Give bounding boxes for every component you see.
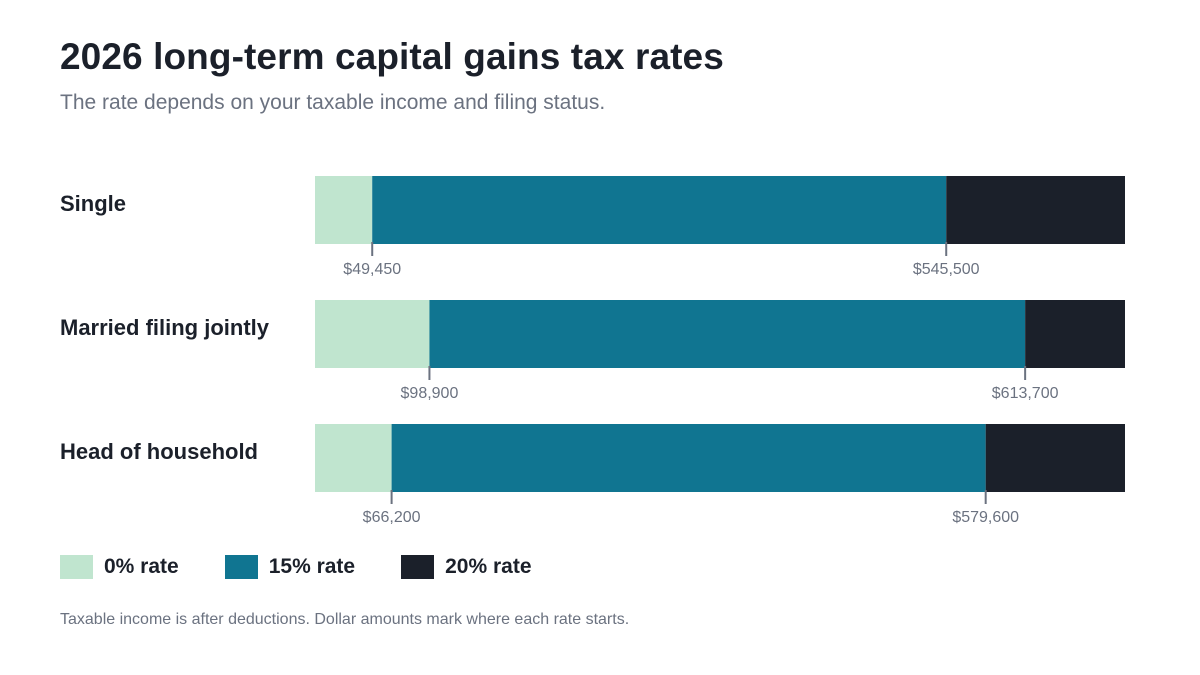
legend-label-20-rate: 20% rate [445,555,532,578]
bar-married-filing-jointly-0-rate [315,300,430,368]
category-label-married-filing-jointly: Married filing jointly [60,315,270,340]
bar-head-of-household-15-rate [391,424,986,492]
legend-label-0-rate: 0% rate [104,555,179,578]
bar-single-0-rate [315,176,373,244]
legend-item-20-rate: 20% rate [401,555,532,579]
legend-swatch-0-rate [60,555,93,579]
threshold-label-married-filing-jointly-0: $98,900 [401,385,459,402]
legend-swatch-20-rate [401,555,435,579]
threshold-label-head-of-household-1: $579,600 [952,509,1019,526]
threshold-label-head-of-household-0: $66,200 [363,509,421,526]
bar-head-of-household-0-rate [315,424,392,492]
category-label-head-of-household: Head of household [60,439,258,464]
legend: 0% rate 15% rate 20% rate [60,555,578,579]
threshold-label-single-1: $545,500 [913,261,980,278]
bar-single-15-rate [372,176,947,244]
chart-title: 2026 long-term capital gains tax rates [60,36,724,77]
legend-swatch-15-rate [224,555,258,579]
legend-item-15-rate: 15% rate [224,555,356,579]
bar-single-20-rate [946,176,1125,244]
footnote: Taxable income is after deductions. Doll… [60,611,630,628]
legend-label-15-rate: 15% rate [268,555,356,578]
threshold-label-married-filing-jointly-1: $613,700 [992,385,1059,402]
threshold-label-single-0: $49,450 [343,261,401,278]
chart-subtitle: The rate depends on your taxable income … [60,91,606,114]
bar-married-filing-jointly-20-rate [1025,300,1125,368]
legend-item-0-rate: 0% rate [60,555,179,579]
bar-married-filing-jointly-15-rate [429,300,1026,368]
category-label-single: Single [60,191,126,216]
bar-head-of-household-20-rate [985,424,1125,492]
